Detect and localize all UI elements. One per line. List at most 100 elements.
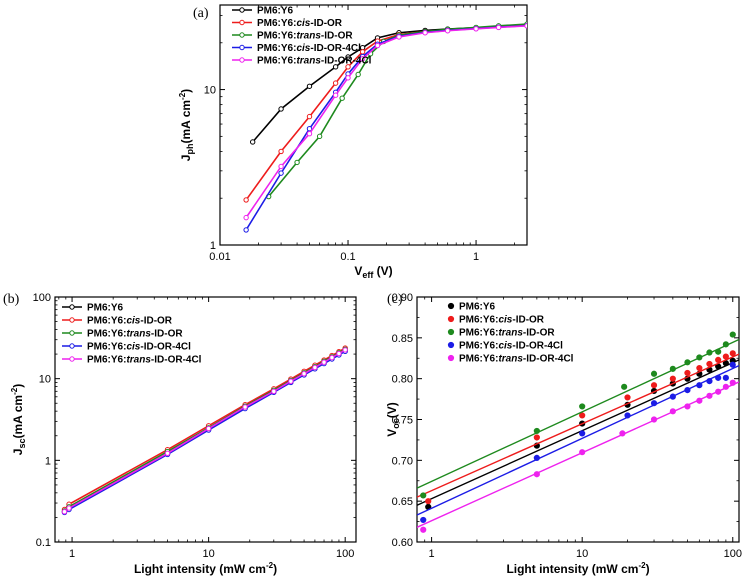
data-point — [696, 354, 703, 361]
data-point — [533, 454, 540, 461]
x-tick-label: 0.1 — [340, 251, 355, 263]
legend-label: PM6:Y6:trans-ID-OR — [257, 31, 353, 42]
legend-item-pm6-y6: PM6:Y6 — [232, 6, 294, 17]
x-axis-label-main: Light intensity (mW cm — [506, 562, 638, 576]
y-axis-label-unit: (mA cm — [179, 100, 193, 144]
data-point — [306, 131, 313, 137]
legend-label-prefix: PM6:Y6: — [87, 329, 126, 340]
data-point — [696, 397, 703, 404]
data-point — [332, 92, 339, 98]
y-axis-label-unit: (V) — [385, 402, 399, 418]
data-point — [706, 360, 713, 368]
data-point — [669, 393, 676, 400]
y-tick-label: 0.1 — [36, 537, 51, 549]
data-point — [533, 471, 540, 478]
x-axis-label-sub: eff — [362, 270, 374, 280]
data-point — [729, 361, 736, 368]
data-point — [271, 388, 277, 395]
y-axis-label-sup: -2 — [10, 387, 19, 395]
data-point — [396, 34, 402, 40]
x-axis-label-sup: -2 — [266, 561, 274, 570]
legend-label-suffix: -ID-OR-4Cl — [151, 355, 202, 366]
data-point — [579, 403, 586, 410]
legend-label-italic: trans — [498, 328, 523, 339]
y-axis-label-main: J — [179, 155, 193, 162]
legend-label-italic: trans — [296, 31, 321, 42]
x-axis-label-end: ) — [273, 562, 277, 576]
legend: PM6:Y6PM6:Y6:cis-ID-ORPM6:Y6:trans-ID-OR… — [447, 302, 574, 365]
legend-marker — [447, 315, 455, 323]
legend-label-suffix: -ID-OR — [523, 328, 555, 339]
data-point — [420, 526, 427, 533]
data-point — [715, 356, 722, 363]
data-point — [425, 498, 432, 505]
series-pm6-y6-cis-id-or — [417, 350, 739, 505]
legend-label-italic: trans — [498, 354, 523, 365]
x-axis-label-main: V — [354, 264, 362, 278]
x-axis-label: Light intensity (mW cm-2) — [134, 561, 277, 576]
legend-marker — [447, 341, 455, 349]
legend-label: PM6:Y6:trans-ID-OR-4Cl — [87, 355, 202, 366]
legend-marker — [239, 57, 245, 63]
legend-label-italic: trans — [126, 355, 151, 366]
legend-marker — [239, 44, 245, 51]
legend-item-pm6-y6-trans-id-or-4cl: PM6:Y6:trans-ID-OR-4Cl — [232, 56, 372, 67]
legend-label-prefix: PM6:Y6 — [459, 302, 496, 313]
data-point — [684, 387, 691, 394]
legend-label-prefix: PM6:Y6: — [459, 354, 498, 365]
series-pm6-y6 — [417, 357, 739, 510]
data-point — [332, 64, 339, 70]
legend-label-prefix: PM6:Y6: — [257, 31, 296, 42]
data-point — [242, 404, 248, 410]
legend-label: PM6:Y6:trans-ID-OR — [459, 328, 555, 339]
data-point — [345, 54, 351, 60]
x-axis-label-main: Light intensity (mW cm — [134, 562, 266, 576]
legend-label: PM6:Y6:cis-ID-OR-4Cl — [459, 341, 563, 352]
data-point — [355, 71, 361, 78]
legend-label-suffix: -ID-OR — [151, 329, 183, 340]
legend-label: PM6:Y6:cis-ID-OR-4Cl — [257, 43, 361, 54]
legend-label-prefix: PM6:Y6: — [87, 316, 126, 327]
legend-label-suffix: -ID-OR — [310, 18, 342, 29]
y-axis-label: Voc(V) — [385, 402, 401, 437]
data-point — [684, 403, 691, 410]
legend-label-suffix: -ID-OR — [321, 31, 353, 42]
data-point — [205, 425, 212, 432]
data-point — [650, 370, 658, 377]
legend-marker — [447, 354, 455, 362]
plot-frame — [219, 4, 528, 246]
x-tick-label: 10 — [202, 548, 214, 560]
data-point — [650, 416, 658, 423]
data-point — [243, 197, 249, 203]
series-pm6-y6-trans-id-or-4cl — [61, 347, 348, 515]
panel-a-chart: 0.01 0.1 1 1 10 (a) Veff (V) Jph(mA cm-2) PM6:Y6… — [178, 4, 528, 280]
legend-label-prefix: PM6:Y6 — [87, 303, 124, 314]
data-point — [329, 354, 335, 361]
data-point — [374, 42, 381, 49]
data-point — [579, 449, 586, 456]
y-axis-label-main: V — [385, 429, 399, 437]
data-point — [312, 364, 318, 371]
legend-label-prefix: PM6:Y6: — [459, 328, 498, 339]
legend-label: PM6:Y6:cis-ID-OR — [459, 315, 545, 326]
data-point — [722, 353, 729, 360]
legend-label-italic: cis — [126, 342, 140, 353]
data-point — [336, 350, 342, 357]
data-point — [278, 163, 284, 170]
legend-label-suffix: -ID-OR-4Cl — [321, 56, 372, 67]
series-pm6-y6-trans-id-or — [417, 331, 739, 499]
y-tick-label: 100 — [33, 292, 51, 304]
fit-line-pm6-y6-cis-id-or — [417, 353, 739, 498]
series-pm6-y6-trans-id-or-4cl — [417, 379, 739, 533]
legend-label-italic: cis — [126, 316, 140, 327]
data-point — [715, 374, 722, 381]
y-axis-label-unit: (mA cm — [11, 395, 25, 439]
y-tick-label: 10 — [204, 85, 216, 97]
panel-b-chart: 1 10 100 0.1 1 10 100 (b) Light intensity (mW cm… — [3, 292, 357, 576]
plot-area — [417, 331, 739, 533]
data-point — [729, 331, 736, 338]
x-axis-label-unit: (V) — [373, 264, 392, 278]
data-point — [420, 516, 427, 524]
legend-label: PM6:Y6:trans-ID-OR-4Cl — [459, 354, 574, 365]
